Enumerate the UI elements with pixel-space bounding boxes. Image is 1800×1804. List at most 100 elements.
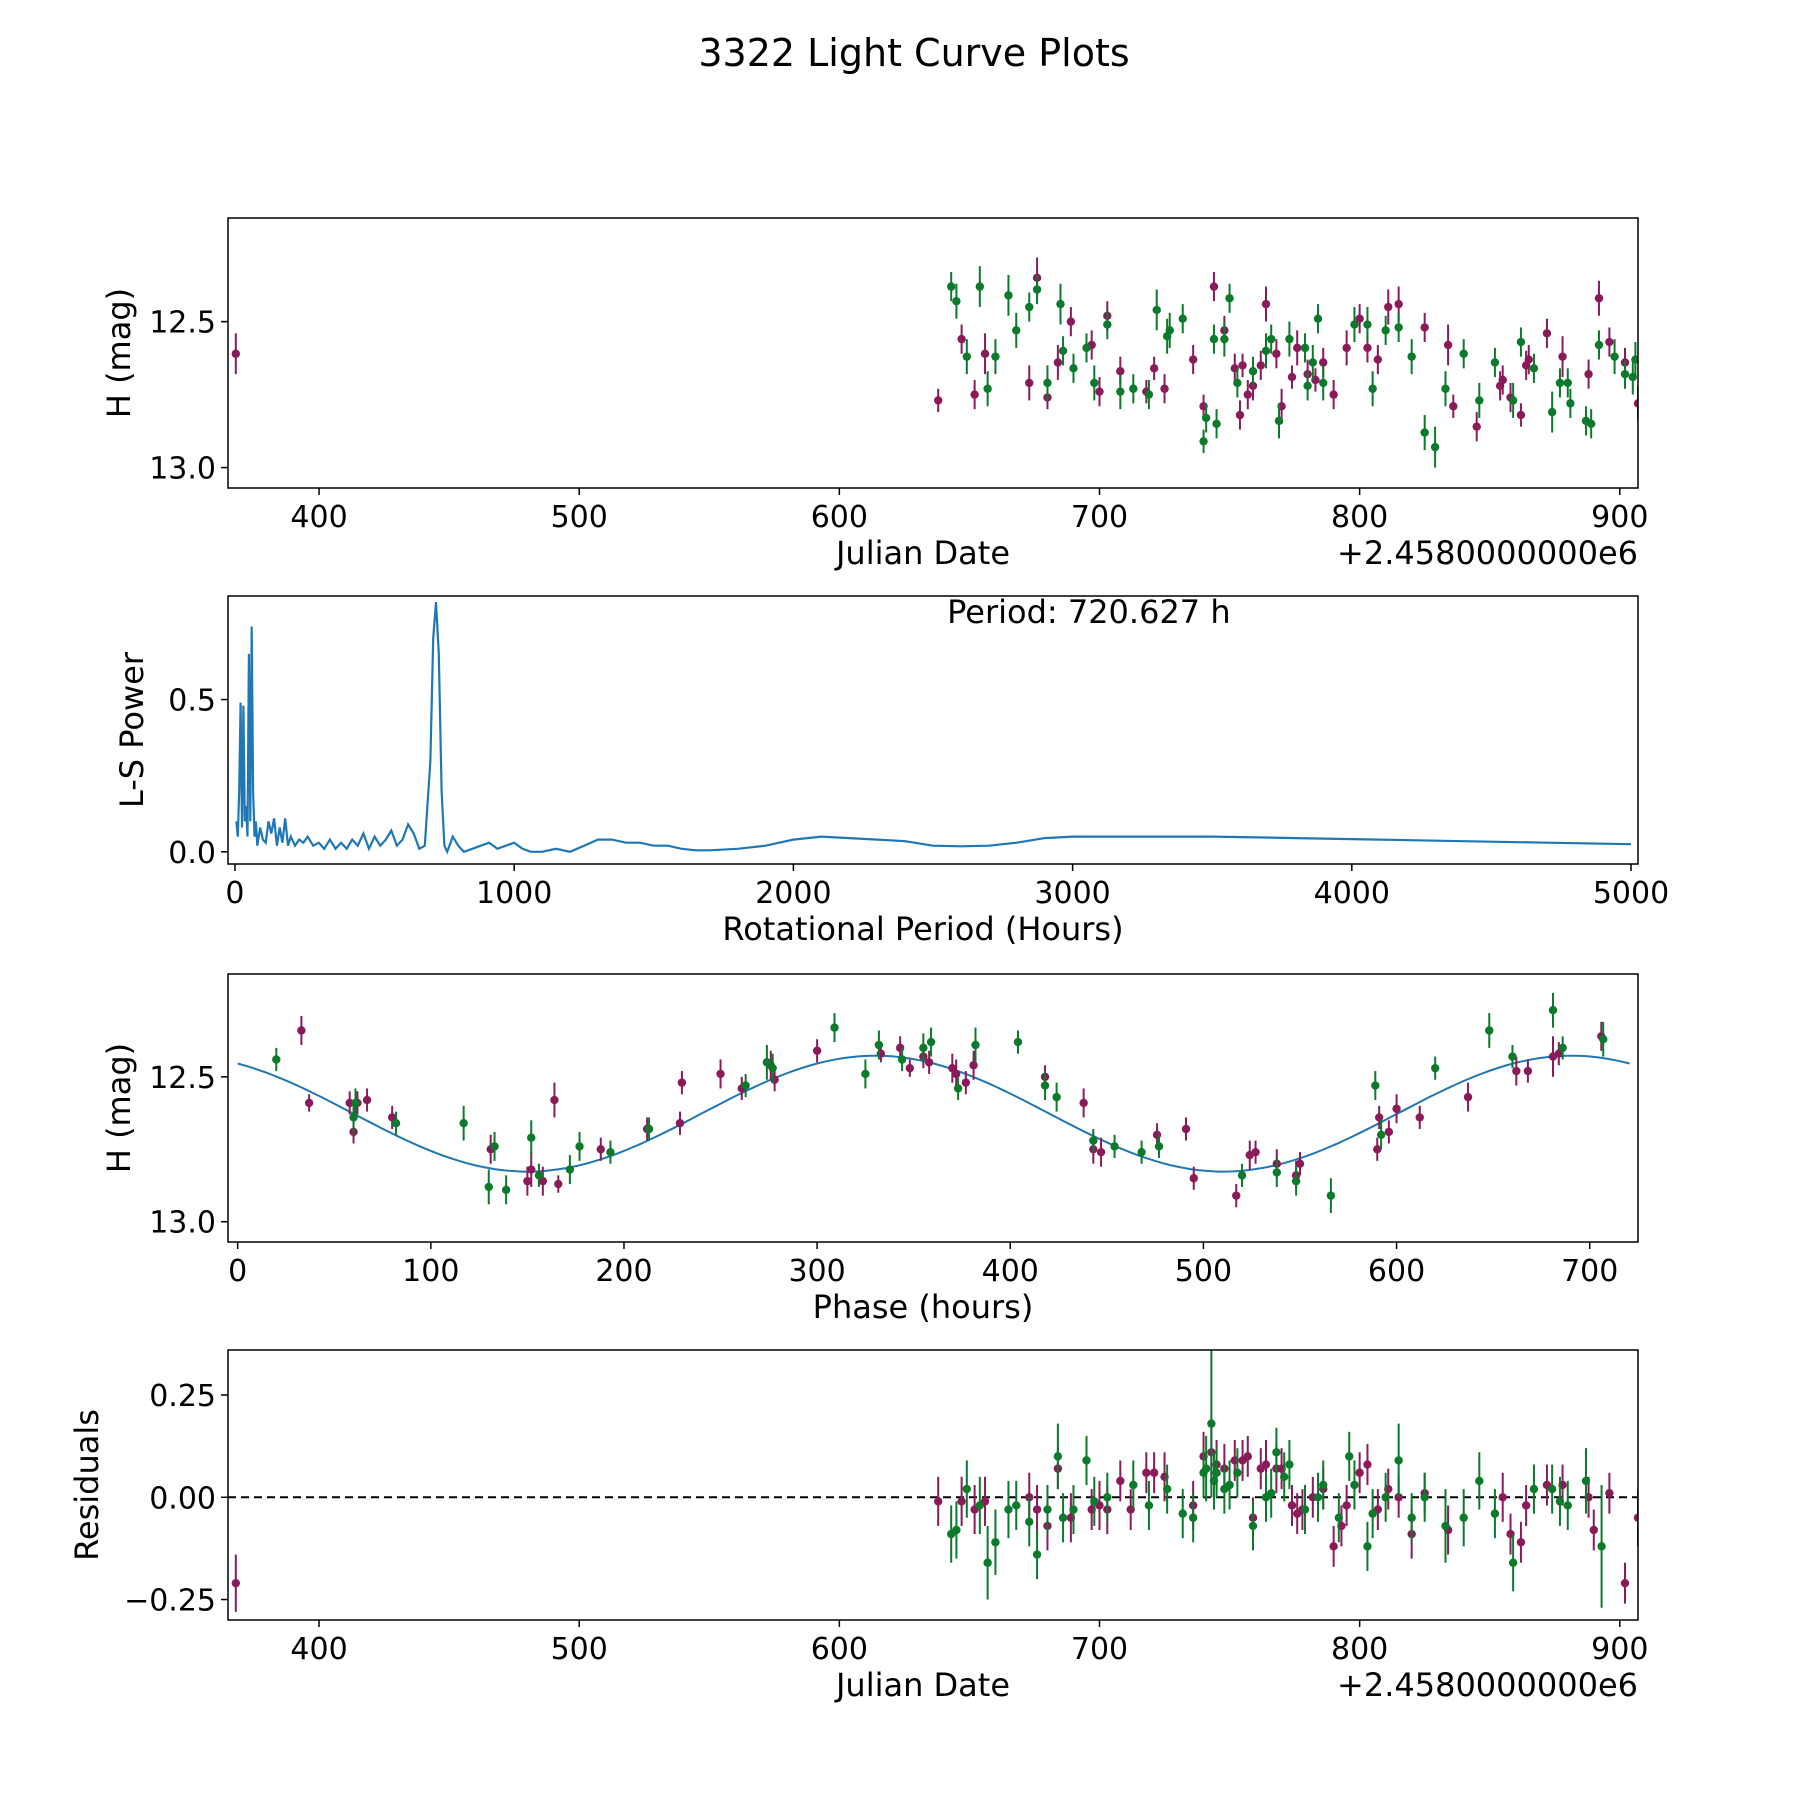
x-tick-label: 500 — [551, 500, 608, 535]
data-point — [1633, 399, 1638, 408]
data-point — [1212, 419, 1221, 428]
data-point — [1043, 1505, 1052, 1514]
data-point — [1392, 1104, 1401, 1113]
y-tick-label: 0.0 — [168, 836, 216, 871]
y-axis-label: L-S Power — [113, 651, 151, 808]
y-axis-label: Residuals — [68, 1409, 106, 1561]
data-point — [1209, 334, 1219, 344]
data-point — [1207, 1419, 1216, 1428]
data-point — [1363, 1542, 1372, 1551]
data-point — [1548, 1006, 1558, 1015]
data-point — [1201, 1464, 1211, 1473]
x-axis-label: Julian Date — [834, 1666, 1010, 1704]
panel-periodogram: 0 1000 2000 3000 4000 5000 0.0 0.5 Rotational Pe… — [113, 593, 1669, 948]
y-tick-label: 12.5 — [149, 306, 216, 341]
data-point — [1555, 1497, 1565, 1506]
data-point — [1287, 1501, 1297, 1510]
data-point — [1355, 314, 1364, 323]
data-point — [1129, 1480, 1138, 1490]
data-point — [934, 396, 943, 405]
data-point — [1295, 1159, 1305, 1168]
x-tick-label: 400 — [290, 1632, 347, 1667]
data-point — [1620, 1578, 1630, 1588]
data-point — [1441, 1521, 1450, 1531]
data-point — [1291, 1176, 1301, 1186]
y-axis-label: H (mag) — [100, 1043, 138, 1173]
y-tick-label: 13.0 — [149, 1206, 216, 1241]
data-point — [1053, 1452, 1063, 1461]
x-tick-label: 400 — [982, 1254, 1039, 1289]
data-point — [770, 1075, 779, 1084]
data-point — [1529, 364, 1539, 373]
data-point — [1137, 1147, 1146, 1157]
data-point — [1555, 378, 1565, 388]
data-point — [1363, 1460, 1372, 1469]
data-point — [1308, 358, 1318, 367]
x-tick-label: 800 — [1331, 1632, 1388, 1667]
data-point — [1025, 378, 1034, 388]
x-offset-label: +2.4580000000e6 — [1337, 534, 1638, 572]
x-tick-label: 4000 — [1314, 876, 1390, 911]
data-point — [1300, 343, 1310, 353]
data-point — [527, 1133, 536, 1142]
data-point — [1251, 1147, 1260, 1157]
data-point — [1459, 1513, 1468, 1522]
data-point — [1220, 334, 1229, 344]
data-point — [1103, 1493, 1112, 1502]
data-point — [1394, 299, 1403, 309]
data-point — [1272, 1448, 1281, 1457]
data-point — [1004, 1505, 1013, 1514]
data-point — [1209, 282, 1219, 291]
data-point — [1508, 396, 1518, 405]
data-point — [957, 1497, 966, 1506]
data-point — [1605, 1488, 1614, 1498]
data-point — [1376, 1130, 1386, 1140]
data-point — [1420, 323, 1429, 332]
data-point — [1261, 299, 1271, 309]
data-point — [1313, 1493, 1323, 1502]
data-point — [1199, 437, 1208, 446]
data-point — [741, 1081, 750, 1090]
data-point — [1594, 294, 1604, 303]
data-point — [1524, 355, 1533, 364]
data-point — [1056, 299, 1065, 309]
data-point — [1012, 326, 1021, 335]
panel-residuals: 400 500 600 700 800 900 −0.25 0.00 0.25 Julian Da… — [68, 1349, 1648, 1704]
data-point — [297, 1026, 306, 1035]
data-point — [490, 1142, 499, 1151]
data-point — [1384, 302, 1393, 312]
data-point — [926, 1037, 936, 1047]
data-point — [1430, 442, 1440, 452]
data-point — [351, 1098, 360, 1108]
data-point — [231, 1578, 241, 1588]
y-tick-label: 0.25 — [149, 1379, 216, 1414]
data-point — [1407, 1513, 1416, 1522]
data-point — [677, 1078, 687, 1087]
data-point — [534, 1171, 544, 1180]
x-tick-label: 2000 — [755, 876, 831, 911]
data-point — [1498, 375, 1507, 385]
data-point — [951, 1069, 961, 1079]
data-point — [1334, 1513, 1344, 1522]
data-point — [952, 296, 961, 306]
x-tick-label: 500 — [551, 1632, 608, 1667]
x-tick-label: 3000 — [1034, 876, 1110, 911]
data-point — [349, 1113, 358, 1122]
data-point — [897, 1055, 907, 1064]
data-point — [1272, 1168, 1282, 1177]
data-point — [1475, 396, 1484, 405]
data-point — [1079, 1098, 1088, 1108]
data-point — [1586, 419, 1596, 428]
data-point — [644, 1124, 654, 1134]
plot-area — [228, 1350, 1638, 1612]
data-point — [969, 1061, 978, 1070]
data-point — [961, 1078, 971, 1087]
data-point — [924, 1058, 934, 1067]
data-point — [1040, 1081, 1050, 1090]
data-point — [1279, 1472, 1289, 1482]
data-point — [716, 1069, 725, 1079]
data-point — [1363, 343, 1372, 353]
data-point — [1345, 1452, 1354, 1461]
data-point — [1235, 410, 1245, 420]
data-point — [971, 1040, 980, 1050]
